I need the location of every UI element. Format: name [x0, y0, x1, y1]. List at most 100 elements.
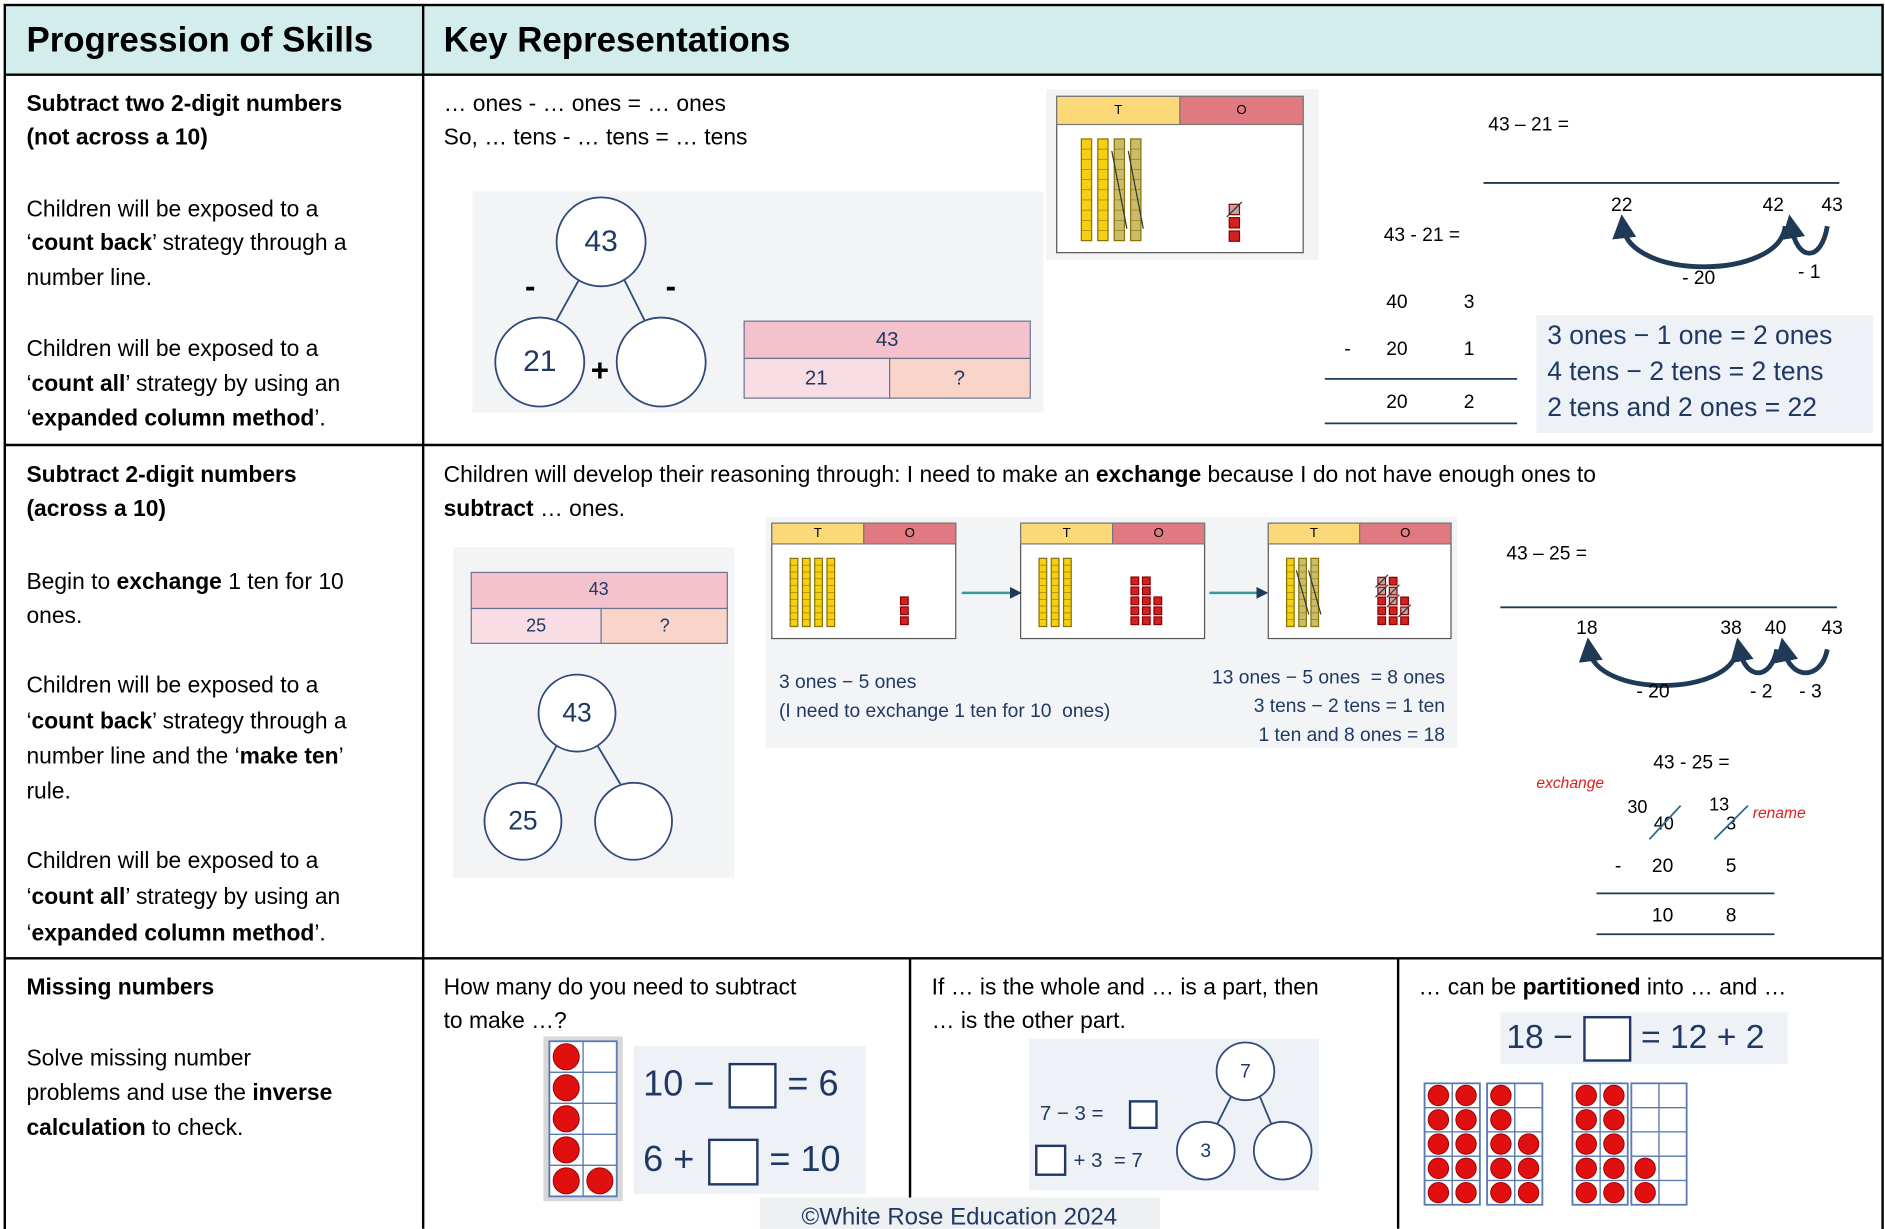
plus-sign: + — [591, 353, 609, 388]
rule-line — [1215, 1096, 1232, 1126]
ten-frame-cell — [1514, 1179, 1543, 1206]
skill-text: Children will be exposed to a — [26, 672, 318, 698]
equation-text: = 10 — [769, 1138, 840, 1179]
pv-ones-header — [1112, 522, 1206, 545]
column-digit: 20 — [1386, 339, 1407, 360]
bar-whole — [470, 571, 728, 610]
prompt-text: … can be partitioned into … and … — [1419, 973, 1787, 999]
text-run: rule. — [26, 777, 70, 803]
bold-text: expanded column method — [32, 919, 315, 945]
equation-text: 18 − — [1506, 1019, 1572, 1056]
column-digit: 3 — [1464, 292, 1475, 313]
part-whole-circle — [1215, 1041, 1276, 1102]
pv-header: T — [814, 525, 822, 540]
ones-cube — [1228, 230, 1241, 242]
pv-ones-header — [863, 522, 957, 545]
exchange-note: (I need to exchange 1 ten for 10 ones) — [779, 701, 1110, 722]
counter — [1634, 1181, 1656, 1204]
skill-text: ‘count all’ strategy by using an — [26, 370, 340, 396]
text-run: ’ strategy by using an — [125, 883, 340, 909]
skill-text: Children will be exposed to a — [26, 847, 318, 873]
counter — [1603, 1084, 1625, 1107]
skill-text: Children will be exposed to a — [26, 335, 318, 361]
column-minus: - — [1615, 856, 1621, 877]
bar-label: ? — [660, 615, 670, 635]
text-run: ’ strategy by using an — [125, 370, 340, 396]
counter — [1490, 1181, 1512, 1204]
ones-cube — [899, 596, 909, 606]
jump-label: - 20 — [1636, 682, 1669, 703]
ones-cube — [1377, 596, 1387, 606]
column-digit: 5 — [1726, 856, 1737, 877]
jump-label: - 20 — [1682, 268, 1715, 289]
rule-line — [1127, 150, 1144, 229]
ten-frame-cell — [1599, 1179, 1629, 1206]
counter — [1603, 1109, 1625, 1131]
counter — [1575, 1109, 1597, 1131]
ones-cube — [899, 616, 909, 626]
whole-number: 43 — [584, 225, 617, 258]
rule-line — [1226, 201, 1243, 218]
bold-text: Missing numbers — [26, 973, 214, 999]
text-run: ’ strategy through a — [152, 229, 347, 255]
ones-cube — [1377, 616, 1387, 626]
prompt-text: … ones - … ones = … ones — [444, 90, 726, 116]
text-run: ’ — [339, 743, 344, 769]
bar-part — [470, 607, 602, 644]
text-run: … can be — [1419, 973, 1523, 999]
jump-label: - 2 — [1750, 682, 1772, 703]
number-line-label: 38 — [1720, 618, 1741, 639]
skill-text: rule. — [26, 777, 70, 803]
equation-text: + 3 = 7 — [1074, 1150, 1143, 1172]
number-line-label: 18 — [1576, 618, 1597, 639]
bold-text: (not across a 10) — [26, 123, 207, 149]
part-whole-circle — [1176, 1120, 1236, 1181]
ones-cube — [1141, 606, 1151, 616]
counter — [552, 1105, 580, 1133]
counter — [1517, 1133, 1540, 1155]
jump-label: - 3 — [1799, 682, 1821, 703]
ones-cube — [1141, 596, 1151, 606]
text-run: ‘ — [26, 405, 31, 431]
summary-background — [1536, 315, 1873, 433]
counter — [1490, 1084, 1512, 1107]
footer-text: ©White Rose Education 2024 — [802, 1203, 1118, 1229]
exchange-note: 13 ones − 5 ones = 8 ones — [1212, 667, 1445, 688]
pv-header: O — [905, 525, 915, 540]
text-run: How many do you need to subtract — [444, 973, 797, 999]
bold-text: (across a 10) — [26, 495, 166, 521]
pv-header: T — [1063, 525, 1071, 540]
ones-cube — [1130, 576, 1140, 586]
counter — [1427, 1157, 1450, 1180]
minus-sign: - — [666, 269, 676, 304]
rule-line — [1713, 805, 1749, 840]
text-run: ‘ — [26, 883, 31, 909]
missing-number-box — [728, 1062, 777, 1109]
bold-text: expanded column method — [32, 405, 315, 431]
skill-text: ‘count all’ strategy by using an — [26, 883, 340, 909]
bold-text: inverse — [252, 1079, 332, 1105]
counter — [1455, 1181, 1477, 1204]
text-run: number line. — [26, 264, 152, 290]
counter — [1455, 1157, 1477, 1180]
bold-text: Subtract 2-digit numbers — [26, 461, 296, 487]
text-run: ‘ — [26, 919, 31, 945]
rule-line — [1111, 150, 1128, 229]
whole-number: 43 — [562, 697, 591, 727]
footer-background — [759, 1197, 1161, 1229]
counter — [586, 1167, 614, 1195]
jump-label: - 1 — [1798, 262, 1820, 283]
missing-number-box — [1128, 1100, 1158, 1130]
bold-text: exchange — [117, 568, 222, 594]
part-whole-circle — [483, 781, 563, 861]
rule-line — [1397, 604, 1412, 618]
skill-text: calculation to check. — [26, 1114, 243, 1140]
ten-frame-cell — [1658, 1179, 1688, 1206]
header-title: Key Representations — [444, 20, 791, 59]
counter — [1603, 1181, 1625, 1204]
counter — [1490, 1109, 1512, 1131]
counter — [1427, 1084, 1450, 1107]
column-equation: 43 - 25 = — [1653, 753, 1729, 774]
ones-cube — [1400, 596, 1409, 606]
counter — [1603, 1157, 1625, 1180]
